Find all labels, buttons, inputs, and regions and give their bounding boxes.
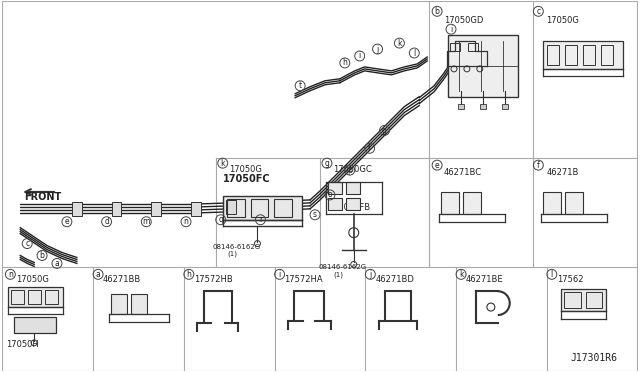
Text: a: a xyxy=(96,270,100,279)
Text: 08146-6162G: 08146-6162G xyxy=(318,264,366,270)
Text: c: c xyxy=(25,239,29,248)
Text: 17050G: 17050G xyxy=(547,16,579,25)
Text: 17572HA: 17572HA xyxy=(285,275,323,284)
Text: n: n xyxy=(184,217,188,226)
Bar xyxy=(111,294,127,314)
Text: 17050GC: 17050GC xyxy=(333,165,372,174)
Text: 17572HB: 17572HB xyxy=(194,275,232,284)
Text: s: s xyxy=(313,210,317,219)
Bar xyxy=(601,45,612,65)
Text: k: k xyxy=(221,159,225,168)
Text: n: n xyxy=(8,270,13,279)
Bar xyxy=(458,104,464,109)
Text: 46271B: 46271B xyxy=(547,168,579,177)
Text: 46271BD: 46271BD xyxy=(375,275,414,284)
Text: g: g xyxy=(382,126,387,135)
Text: j: j xyxy=(369,270,371,279)
Text: 46271BB: 46271BB xyxy=(103,275,141,284)
Bar xyxy=(12,290,24,304)
Bar xyxy=(151,202,161,216)
Bar xyxy=(561,289,607,311)
Bar xyxy=(28,290,41,304)
Text: f: f xyxy=(368,144,371,153)
Text: 17050GD: 17050GD xyxy=(444,16,483,25)
Bar xyxy=(14,317,56,333)
Bar xyxy=(565,192,583,214)
Text: b: b xyxy=(435,7,440,16)
Text: k: k xyxy=(397,39,402,48)
Text: 17050H: 17050H xyxy=(6,340,39,349)
Text: m: m xyxy=(143,217,150,226)
Bar xyxy=(586,292,602,308)
Bar xyxy=(480,104,486,109)
Bar xyxy=(72,202,82,216)
Text: l: l xyxy=(550,270,553,279)
Bar xyxy=(191,202,201,216)
Bar xyxy=(45,290,58,304)
Bar xyxy=(502,104,508,109)
Text: c: c xyxy=(536,7,540,16)
Text: d: d xyxy=(104,217,109,226)
Text: 17050FC: 17050FC xyxy=(223,174,270,184)
Text: t: t xyxy=(299,81,301,90)
Text: o: o xyxy=(328,190,332,199)
Text: h: h xyxy=(186,270,191,279)
Text: FRONT: FRONT xyxy=(24,192,61,202)
Bar xyxy=(227,199,244,217)
Text: i: i xyxy=(358,51,361,61)
Text: p: p xyxy=(348,166,352,174)
Text: 17562: 17562 xyxy=(557,275,583,284)
Text: b: b xyxy=(40,251,45,260)
Text: i: i xyxy=(450,25,452,34)
Bar xyxy=(565,45,577,65)
Text: 17050G: 17050G xyxy=(16,275,49,284)
Bar xyxy=(131,294,147,314)
Text: e: e xyxy=(65,217,69,226)
Bar xyxy=(250,199,268,217)
Text: 08146-6162G: 08146-6162G xyxy=(213,244,261,250)
Bar xyxy=(346,182,360,194)
Text: i: i xyxy=(278,270,281,279)
Bar xyxy=(441,192,459,214)
Bar xyxy=(328,182,342,194)
Text: q: q xyxy=(218,215,223,224)
Bar xyxy=(564,292,580,308)
Text: 46271BC: 46271BC xyxy=(444,168,482,177)
Bar xyxy=(275,199,292,217)
Text: k: k xyxy=(459,270,463,279)
Bar xyxy=(226,200,236,214)
Bar xyxy=(543,192,561,214)
Text: a: a xyxy=(54,259,60,268)
Bar xyxy=(223,196,302,220)
Text: j: j xyxy=(376,45,379,54)
Text: l: l xyxy=(413,48,415,58)
Bar xyxy=(463,192,481,214)
Text: (1): (1) xyxy=(333,271,343,278)
FancyBboxPatch shape xyxy=(448,35,518,97)
Bar xyxy=(111,202,122,216)
Bar xyxy=(583,45,595,65)
Bar xyxy=(543,41,623,69)
Text: (1): (1) xyxy=(228,250,237,257)
Text: e: e xyxy=(435,161,440,170)
Bar xyxy=(450,43,460,51)
Bar xyxy=(468,43,478,51)
Text: f: f xyxy=(537,161,540,170)
Bar xyxy=(346,198,360,210)
Text: 17050FB: 17050FB xyxy=(333,203,370,212)
Text: 46271BE: 46271BE xyxy=(466,275,504,284)
Text: h: h xyxy=(342,58,348,67)
Text: g: g xyxy=(324,159,330,168)
Text: J17301R6: J17301R6 xyxy=(570,353,617,363)
Bar xyxy=(8,287,63,307)
Bar xyxy=(328,198,342,210)
Text: r: r xyxy=(259,215,262,224)
Text: 17050G: 17050G xyxy=(228,165,262,174)
Bar xyxy=(547,45,559,65)
